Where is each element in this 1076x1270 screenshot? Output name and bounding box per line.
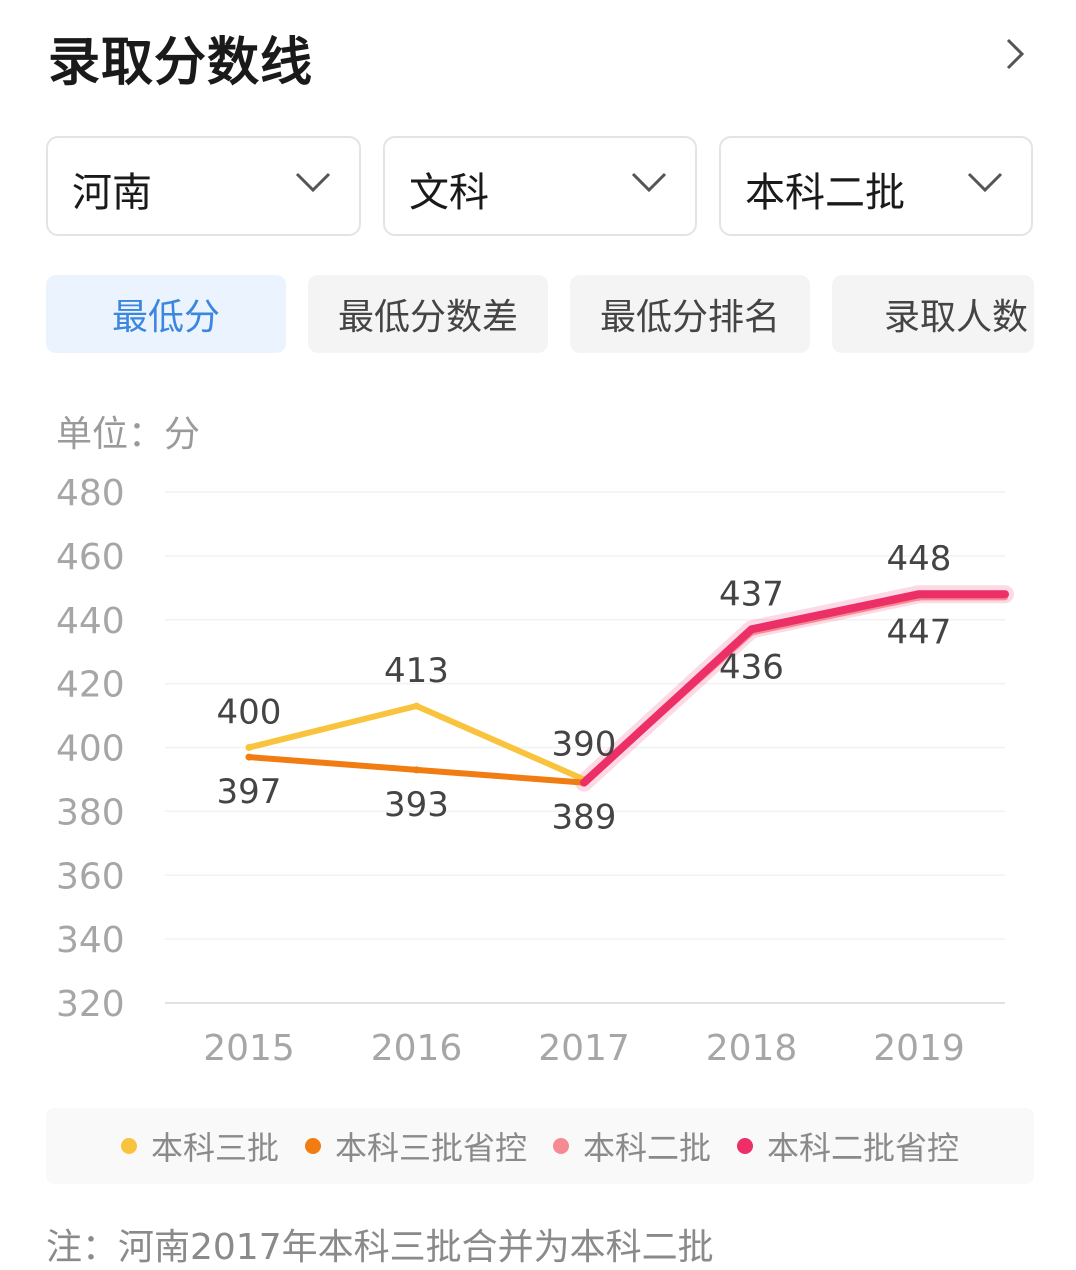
data-label: 447: [887, 612, 952, 652]
legend-label: 本科三批: [150, 1129, 279, 1167]
chevron-down-icon: [967, 172, 1003, 193]
series-line: [580, 590, 1009, 787]
x-tick-label: 2019: [873, 1028, 965, 1069]
legend-dot-icon: [120, 1138, 137, 1154]
data-label: 397: [217, 772, 282, 812]
legend-label: 本科三批省控: [334, 1129, 527, 1167]
y-tick-label: 460: [56, 537, 125, 578]
legend-dot-icon: [553, 1138, 569, 1154]
province-select[interactable]: 河南: [46, 136, 361, 236]
y-tick-label: 440: [56, 601, 125, 642]
subject-select-value: 文科: [409, 170, 489, 216]
x-tick-label: 2015: [203, 1028, 295, 1069]
chevron-down-icon: [631, 172, 667, 193]
score-line-chart: 320 340 360 380 400 420 440 460 480 2015 2016 2017 2…: [56, 473, 1014, 1069]
data-label: 390: [552, 724, 617, 764]
y-tick-label: 380: [56, 792, 125, 833]
chevron-right-icon[interactable]: [1000, 34, 1030, 74]
tab-min-score[interactable]: 最低分: [46, 275, 286, 353]
data-point: [245, 744, 253, 751]
x-tick-label: 2016: [371, 1028, 463, 1069]
data-point: [915, 590, 923, 598]
tab-min-score-rank[interactable]: 最低分排名: [570, 275, 810, 353]
chart-unit-label: 单位：分: [56, 414, 201, 455]
subject-select[interactable]: 文科: [383, 136, 697, 236]
data-point: [580, 779, 588, 787]
data-label: 436: [719, 648, 784, 688]
y-tick-label: 420: [56, 665, 125, 706]
chart-legend: 本科三批 本科三批省控 本科二批 本科二批省控: [46, 1108, 1034, 1184]
footnote: 注：河南2017年本科三批合并为本科二批: [46, 1227, 714, 1268]
data-label: 400: [217, 693, 282, 733]
page-title: 录取分数线: [48, 33, 314, 93]
y-tick-label: 400: [56, 729, 125, 770]
tab-admission-count[interactable]: 录取人数: [832, 275, 1034, 353]
data-point: [413, 766, 420, 774]
y-tick-label: 320: [56, 984, 125, 1025]
data-label: 448: [887, 539, 952, 579]
chevron-down-icon: [295, 172, 331, 193]
y-tick-label: 480: [56, 473, 125, 514]
legend-item[interactable]: 本科二批省控: [737, 1123, 959, 1169]
tab-min-score-diff[interactable]: 最低分数差: [308, 275, 548, 353]
legend-label: 本科二批省控: [767, 1129, 960, 1167]
legend-label: 本科二批: [583, 1129, 712, 1167]
data-label: 389: [552, 798, 617, 838]
data-point: [748, 625, 755, 633]
legend-item[interactable]: 本科三批省控: [304, 1123, 527, 1169]
data-point: [413, 702, 420, 710]
legend-dot-icon: [737, 1138, 754, 1154]
y-tick-label: 340: [56, 920, 125, 961]
data-label: 393: [384, 785, 449, 825]
y-tick-label: 360: [56, 856, 125, 897]
legend-dot-icon: [304, 1138, 321, 1154]
data-label: 437: [719, 574, 784, 614]
legend-item[interactable]: 本科三批: [120, 1123, 279, 1169]
x-tick-label: 2017: [538, 1028, 630, 1069]
legend-item[interactable]: 本科二批: [553, 1123, 711, 1169]
batch-select-value: 本科二批: [745, 170, 905, 216]
data-point: [245, 753, 253, 761]
data-label: 413: [384, 651, 449, 691]
province-select-value: 河南: [72, 170, 152, 216]
x-tick-label: 2018: [706, 1028, 798, 1069]
batch-select[interactable]: 本科二批: [719, 136, 1033, 236]
